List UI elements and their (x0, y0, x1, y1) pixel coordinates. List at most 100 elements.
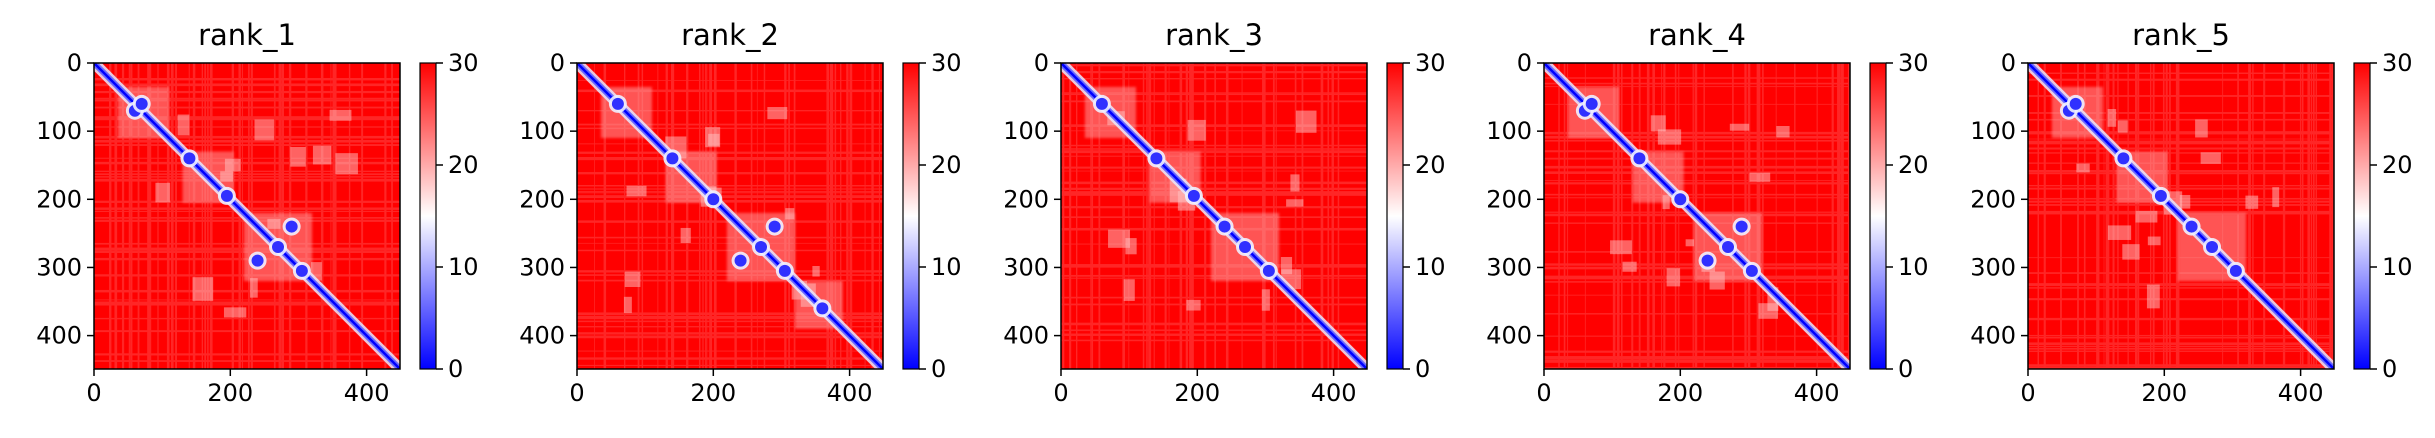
x-tick-label: 200 (690, 379, 736, 407)
y-tick-label: 300 (36, 253, 82, 281)
blob-core (778, 264, 791, 277)
blob-core (1150, 152, 1163, 165)
heatmap-image (94, 63, 400, 369)
y-tick-label: 200 (519, 185, 565, 213)
colorbar (2353, 62, 2371, 370)
colorbar-tick-label: 0 (931, 355, 946, 383)
y-tick-label: 100 (1003, 117, 1049, 145)
x-tick-label: 0 (2020, 379, 2035, 407)
blob-core (734, 254, 747, 267)
y-tick-label: 400 (1970, 322, 2016, 350)
panel-title: rank_3 (1165, 18, 1263, 52)
colorbar (1869, 62, 1887, 370)
blob-core (1633, 152, 1646, 165)
x-tick-label: 0 (86, 379, 101, 407)
blob-core (2117, 152, 2130, 165)
colorbar-tick-label: 10 (1898, 253, 1929, 281)
blob-core (1218, 220, 1231, 233)
colorbar-tick-label: 30 (1415, 49, 1446, 77)
x-tick-label: 400 (1311, 379, 1357, 407)
x-tick-label: 200 (1174, 379, 1220, 407)
heatmap-image (2028, 63, 2334, 369)
blob-core (183, 152, 196, 165)
blob-core (768, 220, 781, 233)
colorbar-tick-label: 30 (448, 49, 479, 77)
low-error-blobs (1092, 94, 1278, 280)
colorbar (902, 62, 920, 370)
heatmap-panel-5: rank_5 0 200 400 0 100 200 300 400 0 10 20 30 (1970, 18, 2412, 407)
blob-core (755, 241, 768, 254)
x-tick-label: 400 (1794, 379, 1840, 407)
low-error-blobs (1575, 94, 1761, 280)
colorbar-tick-label: 20 (448, 151, 479, 179)
panel-title: rank_1 (198, 18, 296, 52)
blob-core (2069, 97, 2082, 110)
blob-core (135, 97, 148, 110)
axes-frame (1060, 62, 1368, 370)
colorbar-tick-label: 30 (931, 49, 962, 77)
x-tick-label: 0 (1536, 379, 1551, 407)
y-tick-label: 200 (36, 185, 82, 213)
blob-core (1095, 97, 1108, 110)
y-tick-label: 100 (519, 117, 565, 145)
x-tick-label: 0 (569, 379, 584, 407)
heatmap-panel-3: rank_3 0 200 400 0 100 200 300 400 0 10 20 30 (1003, 18, 1445, 407)
blob-core (2185, 220, 2198, 233)
heatmap-panel-4: rank_4 0 200 400 0 100 200 300 400 0 10 20 30 (1486, 18, 1928, 407)
blob-core (2206, 241, 2219, 254)
y-tick-label: 0 (67, 49, 82, 77)
heatmap-image (1544, 63, 1850, 369)
diagonal-core (2028, 63, 2334, 369)
colorbar-tick-label: 30 (2382, 49, 2413, 77)
colorbar-tick-label: 10 (2382, 253, 2413, 281)
heatmap-image (1061, 63, 1367, 369)
x-tick-label: 200 (2141, 379, 2187, 407)
colorbar-tick-label: 20 (1415, 151, 1446, 179)
y-tick-label: 0 (1034, 49, 1049, 77)
blob-core (220, 189, 233, 202)
blob-core (272, 241, 285, 254)
colorbar-tick-label: 0 (448, 355, 463, 383)
diagonal-core (94, 63, 400, 369)
blob-core (251, 254, 264, 267)
y-tick-label: 0 (550, 49, 565, 77)
blob-core (707, 193, 720, 206)
x-tick-label: 0 (1053, 379, 1068, 407)
blob-core (1585, 97, 1598, 110)
y-tick-label: 0 (1517, 49, 1532, 77)
panel-title: rank_5 (2132, 18, 2230, 52)
y-tick-label: 400 (1486, 322, 1532, 350)
x-tick-label: 400 (2278, 379, 2324, 407)
y-tick-label: 200 (1970, 185, 2016, 213)
blob-core (1239, 241, 1252, 254)
low-error-blobs (608, 94, 832, 318)
axes-frame (2027, 62, 2335, 370)
colorbar-tick-label: 20 (1898, 151, 1929, 179)
blob-core (666, 152, 679, 165)
blob-core (1701, 254, 1714, 267)
colorbar-tick-label: 0 (1898, 355, 1913, 383)
blob-core (816, 302, 829, 315)
y-tick-label: 400 (36, 322, 82, 350)
axes-frame (576, 62, 884, 370)
heatmap-texture (577, 63, 883, 369)
low-error-blobs (2059, 94, 2245, 280)
x-tick-label: 200 (1657, 379, 1703, 407)
panel-title: rank_2 (681, 18, 779, 52)
diagonal-core (1061, 63, 1367, 369)
blob-core (1674, 193, 1687, 206)
blob-core (1722, 241, 1735, 254)
blob-core (611, 97, 624, 110)
y-tick-label: 0 (2001, 49, 2016, 77)
y-tick-label: 100 (1970, 117, 2016, 145)
blob-core (2154, 189, 2167, 202)
diagonal-core (577, 63, 883, 369)
colorbar-tick-label: 10 (931, 253, 962, 281)
heatmap-panel-1: rank_1 0 200 400 0 100 200 300 400 0 10 20 30 (36, 18, 478, 407)
colorbar-tick-label: 0 (1415, 355, 1430, 383)
low-error-blobs (125, 94, 311, 280)
y-tick-label: 100 (36, 117, 82, 145)
colorbar-tick-label: 20 (931, 151, 962, 179)
panel-title: rank_4 (1648, 18, 1746, 52)
